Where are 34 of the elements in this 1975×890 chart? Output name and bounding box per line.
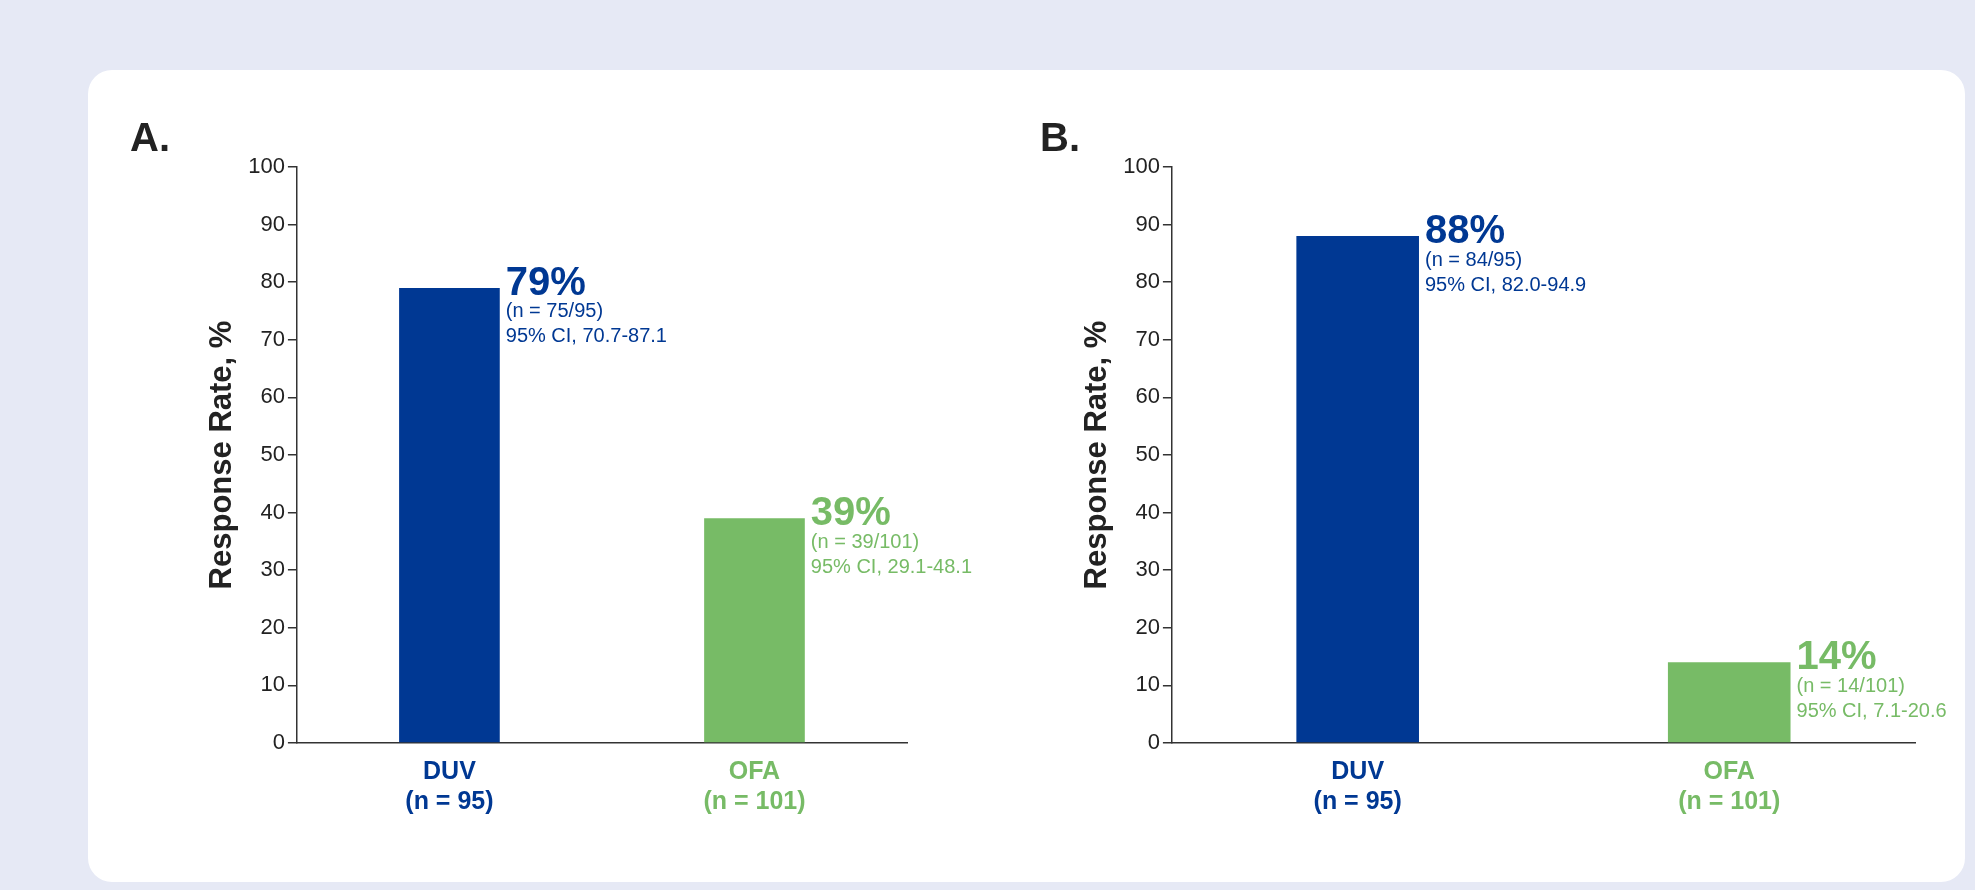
x-tick-label: OFA (n = 101): [703, 755, 806, 814]
y-tick-label: 30: [260, 556, 285, 582]
y-tick-label: 50: [1135, 441, 1160, 467]
annotation: 95% CI, 7.1-20.6: [1796, 698, 1947, 721]
y-tick-label: 10: [1135, 671, 1160, 697]
y-tick-label: 0: [272, 729, 285, 755]
y-tick-label: 100: [1123, 153, 1160, 179]
x-tick-label: DUV (n = 95): [405, 755, 494, 814]
y-tick-label: 50: [260, 441, 285, 467]
y-tick-label: 20: [260, 613, 285, 639]
y-tick-label: 100: [248, 153, 285, 179]
y-tick-label: 60: [1135, 383, 1160, 409]
y-tick-label: 40: [260, 498, 285, 524]
annotation: 95% CI, 70.7-87.1: [505, 324, 667, 347]
chart-title: A.: [130, 115, 170, 160]
y-tick-label: 90: [260, 210, 285, 236]
y-tick-label: 80: [260, 268, 285, 294]
y-tick-label: 90: [1135, 210, 1160, 236]
x-tick-label: OFA (n = 101): [1678, 755, 1781, 814]
y-tick-label: 20: [1135, 613, 1160, 639]
y-tick-label: 10: [260, 671, 285, 697]
y-axis-title: Response Rate, %: [203, 320, 239, 590]
y-tick-label: 70: [260, 325, 285, 351]
x-tick-label: DUV (n = 95): [1313, 755, 1402, 814]
chart-title: B.: [1040, 115, 1080, 160]
y-tick-label: 30: [1135, 556, 1160, 582]
y-axis-title: Response Rate, %: [1078, 320, 1114, 590]
annotation: 95% CI, 29.1-48.1: [810, 554, 973, 577]
y-tick-label: 60: [260, 383, 285, 409]
annotation: 95% CI, 82.0-94.9: [1424, 272, 1587, 295]
y-tick-label: 0: [1147, 729, 1160, 755]
y-tick-label: 80: [1135, 268, 1160, 294]
y-tick-label: 40: [1135, 498, 1160, 524]
y-tick-label: 70: [1135, 325, 1160, 351]
